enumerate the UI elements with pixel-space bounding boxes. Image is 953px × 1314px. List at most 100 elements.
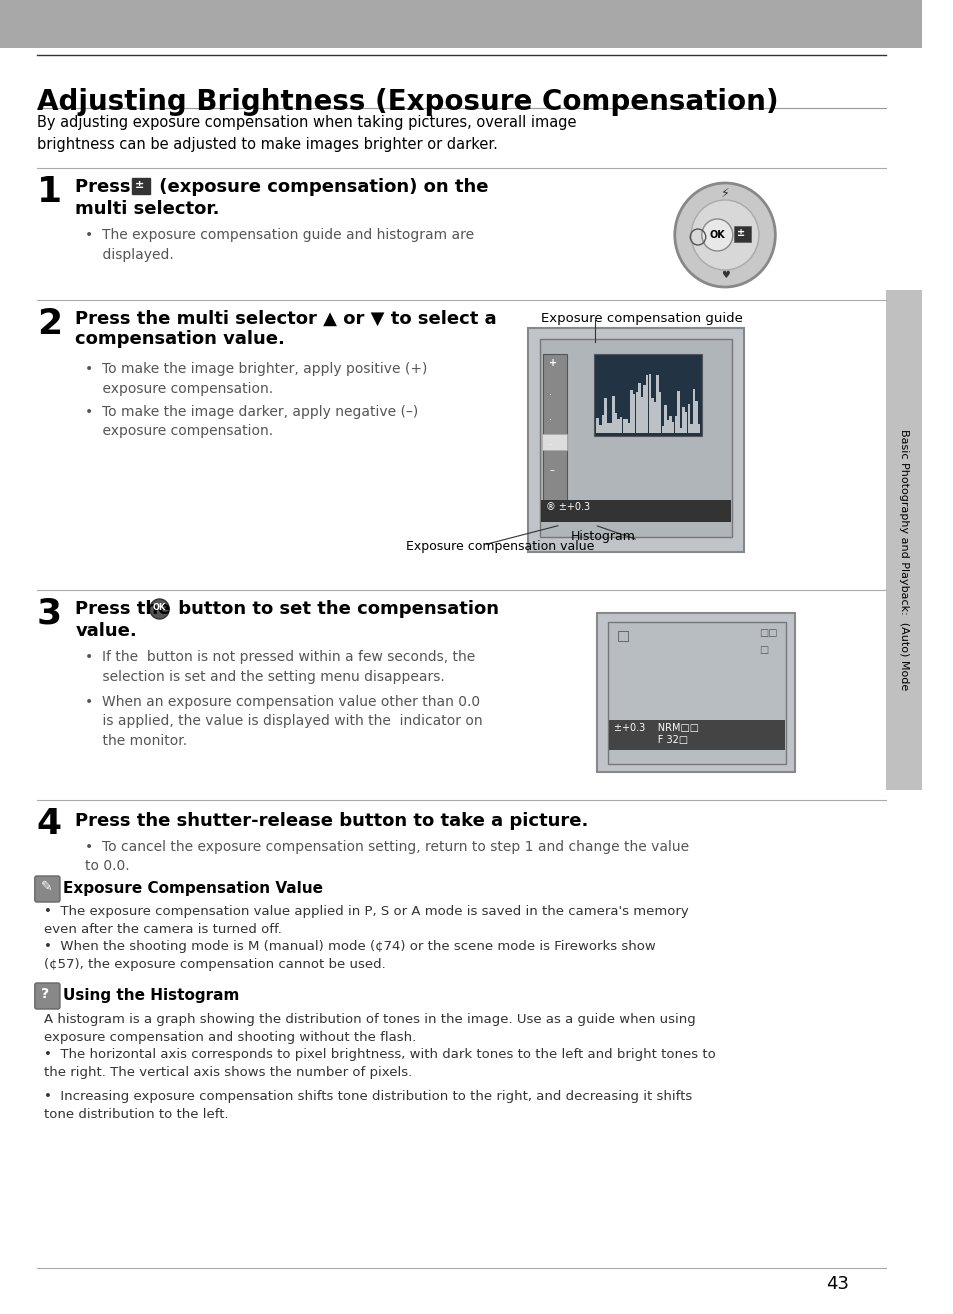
Bar [614,413,617,434]
Circle shape [150,599,169,619]
Bar [640,397,642,434]
FancyBboxPatch shape [593,353,701,436]
Bar [601,415,603,434]
Text: 4: 4 [37,807,62,841]
Text: 43: 43 [825,1275,848,1293]
Text: ® ±+0.3: ® ±+0.3 [546,502,590,512]
Bar [695,402,697,434]
Bar [619,417,621,434]
Text: 3: 3 [37,597,62,631]
Text: Press the: Press the [75,600,177,618]
Bar [689,424,692,434]
Text: ±: ± [135,180,145,191]
Text: Histogram: Histogram [570,530,635,543]
Text: •  The exposure compensation guide and histogram are
    displayed.: • The exposure compensation guide and hi… [85,229,474,261]
Bar [638,382,639,434]
Text: Exposure Compensation Value: Exposure Compensation Value [63,880,322,896]
Text: multi selector.: multi selector. [75,200,220,218]
Bar [603,398,606,434]
Text: □: □ [758,645,767,654]
Text: Exposure compensation guide: Exposure compensation guide [540,311,742,325]
Text: +: + [549,357,557,368]
Text: Press the multi selector ▲ or ▼ to select a: Press the multi selector ▲ or ▼ to selec… [75,310,497,328]
Bar [653,402,656,434]
Bar [674,417,677,434]
Text: (exposure compensation) on the: (exposure compensation) on the [152,177,488,196]
Bar [684,411,687,434]
Bar [630,390,632,434]
Bar [669,417,671,434]
Bar [598,426,601,434]
FancyBboxPatch shape [539,339,731,537]
Text: Press the shutter-release button to take a picture.: Press the shutter-release button to take… [75,812,588,830]
FancyBboxPatch shape [608,720,784,750]
FancyBboxPatch shape [541,434,567,449]
Text: OK: OK [152,603,166,612]
FancyBboxPatch shape [884,290,922,790]
Circle shape [691,200,758,269]
Text: ?: ? [41,987,49,1001]
Text: •  When an exposure compensation value other than 0.0
    is applied, the value : • When an exposure compensation value ot… [85,695,482,748]
FancyBboxPatch shape [34,876,60,901]
Bar [651,398,653,434]
Bar [660,426,663,434]
Bar [624,419,627,434]
FancyBboxPatch shape [607,622,785,763]
Text: By adjusting exposure compensation when taking pictures, overall image
brightnes: By adjusting exposure compensation when … [37,116,576,152]
Text: □□: □□ [758,628,777,639]
FancyBboxPatch shape [0,0,922,49]
Bar [666,420,668,434]
Text: 2: 2 [37,307,62,342]
Text: •  To make the image brighter, apply positive (+)
    exposure compensation.: • To make the image brighter, apply posi… [85,361,427,396]
FancyBboxPatch shape [132,177,150,194]
Bar [642,385,645,434]
Text: ±+0.3    NRM□□
              F 32□: ±+0.3 NRM□□ F 32□ [613,723,699,745]
Bar [687,403,689,434]
Bar [632,393,635,434]
Text: •  When the shooting mode is M (manual) mode (¢74) or the scene mode is Firework: • When the shooting mode is M (manual) m… [44,940,655,971]
Text: •  If the  button is not pressed within a few seconds, the
    selection is set : • If the button is not pressed within a … [85,650,475,683]
Bar [609,423,611,434]
Bar [671,422,674,434]
Text: •  To make the image darker, apply negative (–)
    exposure compensation.: • To make the image darker, apply negati… [85,405,417,439]
Text: ·: · [549,440,552,449]
Circle shape [701,219,732,251]
Text: •  The exposure compensation value applied in P, S or A mode is saved in the cam: • The exposure compensation value applie… [44,905,687,936]
Text: A histogram is a graph showing the distribution of tones in the image. Use as a : A histogram is a graph showing the distr… [44,1013,695,1045]
Text: □: □ [617,628,629,643]
Bar [677,392,679,434]
Text: –: – [549,465,554,474]
Bar [656,374,659,434]
Bar [617,419,619,434]
Text: OK: OK [709,230,724,240]
Bar [698,424,700,434]
FancyBboxPatch shape [34,983,60,1009]
Text: Basic Photography and Playback:  (Auto) Mode: Basic Photography and Playback: (Auto) M… [898,430,908,691]
Text: •  The horizontal axis corresponds to pixel brightness, with dark tones to the l: • The horizontal axis corresponds to pix… [44,1049,715,1079]
Bar [663,405,666,434]
Text: ·: · [549,415,552,424]
Text: Exposure compensation value: Exposure compensation value [406,540,594,553]
Text: •  To cancel the exposure compensation setting, return to step 1 and change the : • To cancel the exposure compensation se… [85,840,688,874]
Bar [635,392,638,434]
FancyBboxPatch shape [597,614,794,773]
Text: ·: · [549,390,552,399]
Text: ±: ± [736,229,744,238]
FancyBboxPatch shape [543,353,566,506]
Bar [659,392,660,434]
FancyBboxPatch shape [733,226,750,242]
Text: ✎: ✎ [41,880,52,894]
Text: button to set the compensation: button to set the compensation [172,600,498,618]
Bar [679,428,681,434]
Bar [627,423,630,434]
Text: compensation value.: compensation value. [75,330,285,348]
FancyBboxPatch shape [540,501,730,522]
Text: •  Increasing exposure compensation shifts tone distribution to the right, and d: • Increasing exposure compensation shift… [44,1091,691,1121]
Text: Using the Histogram: Using the Histogram [63,988,239,1003]
Bar [692,389,695,434]
Bar [645,374,648,434]
Bar [596,418,598,434]
Text: Press: Press [75,177,137,196]
Bar [622,419,624,434]
Text: value.: value. [75,622,137,640]
